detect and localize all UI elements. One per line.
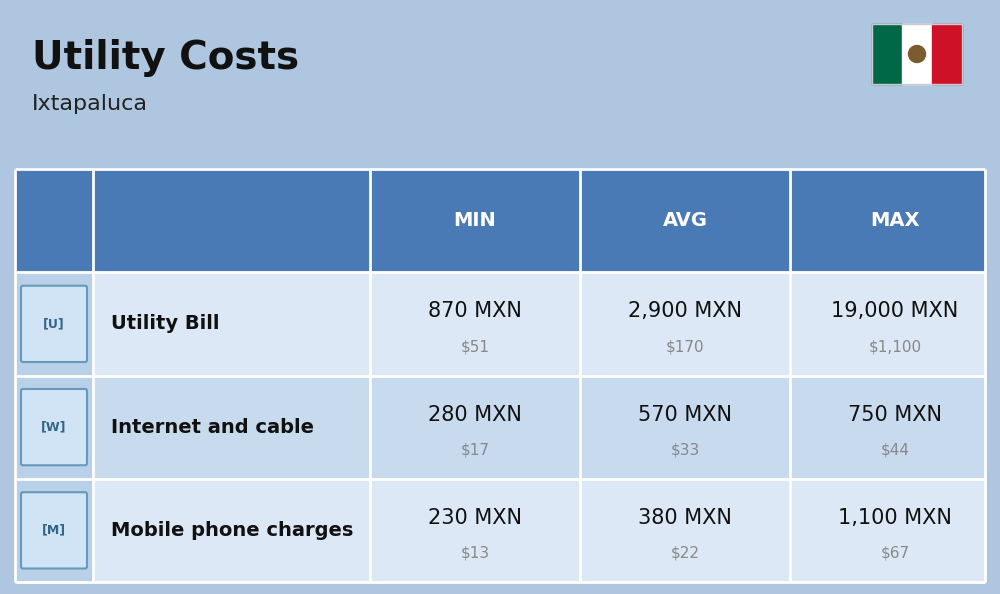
Bar [15,479,93,582]
Bar [15,375,985,479]
Text: 750 MXN: 750 MXN [848,405,942,425]
Bar [932,24,962,84]
Bar [15,375,93,479]
Text: AVG: AVG [662,211,708,230]
Bar [15,479,985,582]
Text: [M]: [M] [42,524,66,537]
Bar [15,169,985,272]
Text: $17: $17 [460,443,490,457]
Bar [15,272,985,375]
Text: Internet and cable: Internet and cable [111,418,314,437]
Text: $51: $51 [460,339,490,354]
Bar [872,24,902,84]
Text: 19,000 MXN: 19,000 MXN [831,302,959,321]
Text: Utility Bill: Utility Bill [111,314,220,333]
Text: Mobile phone charges: Mobile phone charges [111,521,353,540]
Text: 570 MXN: 570 MXN [638,405,732,425]
Text: Utility Costs: Utility Costs [32,39,299,77]
Circle shape [908,46,926,62]
FancyBboxPatch shape [21,492,87,568]
Text: [W]: [W] [41,421,67,434]
FancyBboxPatch shape [21,389,87,465]
Text: [U]: [U] [43,317,65,330]
Text: 2,900 MXN: 2,900 MXN [628,302,742,321]
Bar [872,24,962,84]
Text: MAX: MAX [870,211,920,230]
Text: 870 MXN: 870 MXN [428,302,522,321]
Text: $170: $170 [666,339,704,354]
Text: $67: $67 [880,546,910,561]
Text: $1,100: $1,100 [868,339,922,354]
Text: MIN: MIN [454,211,496,230]
Text: 230 MXN: 230 MXN [428,508,522,528]
Text: $33: $33 [670,443,700,457]
Text: 380 MXN: 380 MXN [638,508,732,528]
Text: $44: $44 [880,443,909,457]
FancyBboxPatch shape [21,286,87,362]
Text: Ixtapaluca: Ixtapaluca [32,94,148,114]
Text: $13: $13 [460,546,490,561]
Text: $22: $22 [670,546,700,561]
Bar [15,272,93,375]
Text: 280 MXN: 280 MXN [428,405,522,425]
Text: 1,100 MXN: 1,100 MXN [838,508,952,528]
Bar [902,24,932,84]
